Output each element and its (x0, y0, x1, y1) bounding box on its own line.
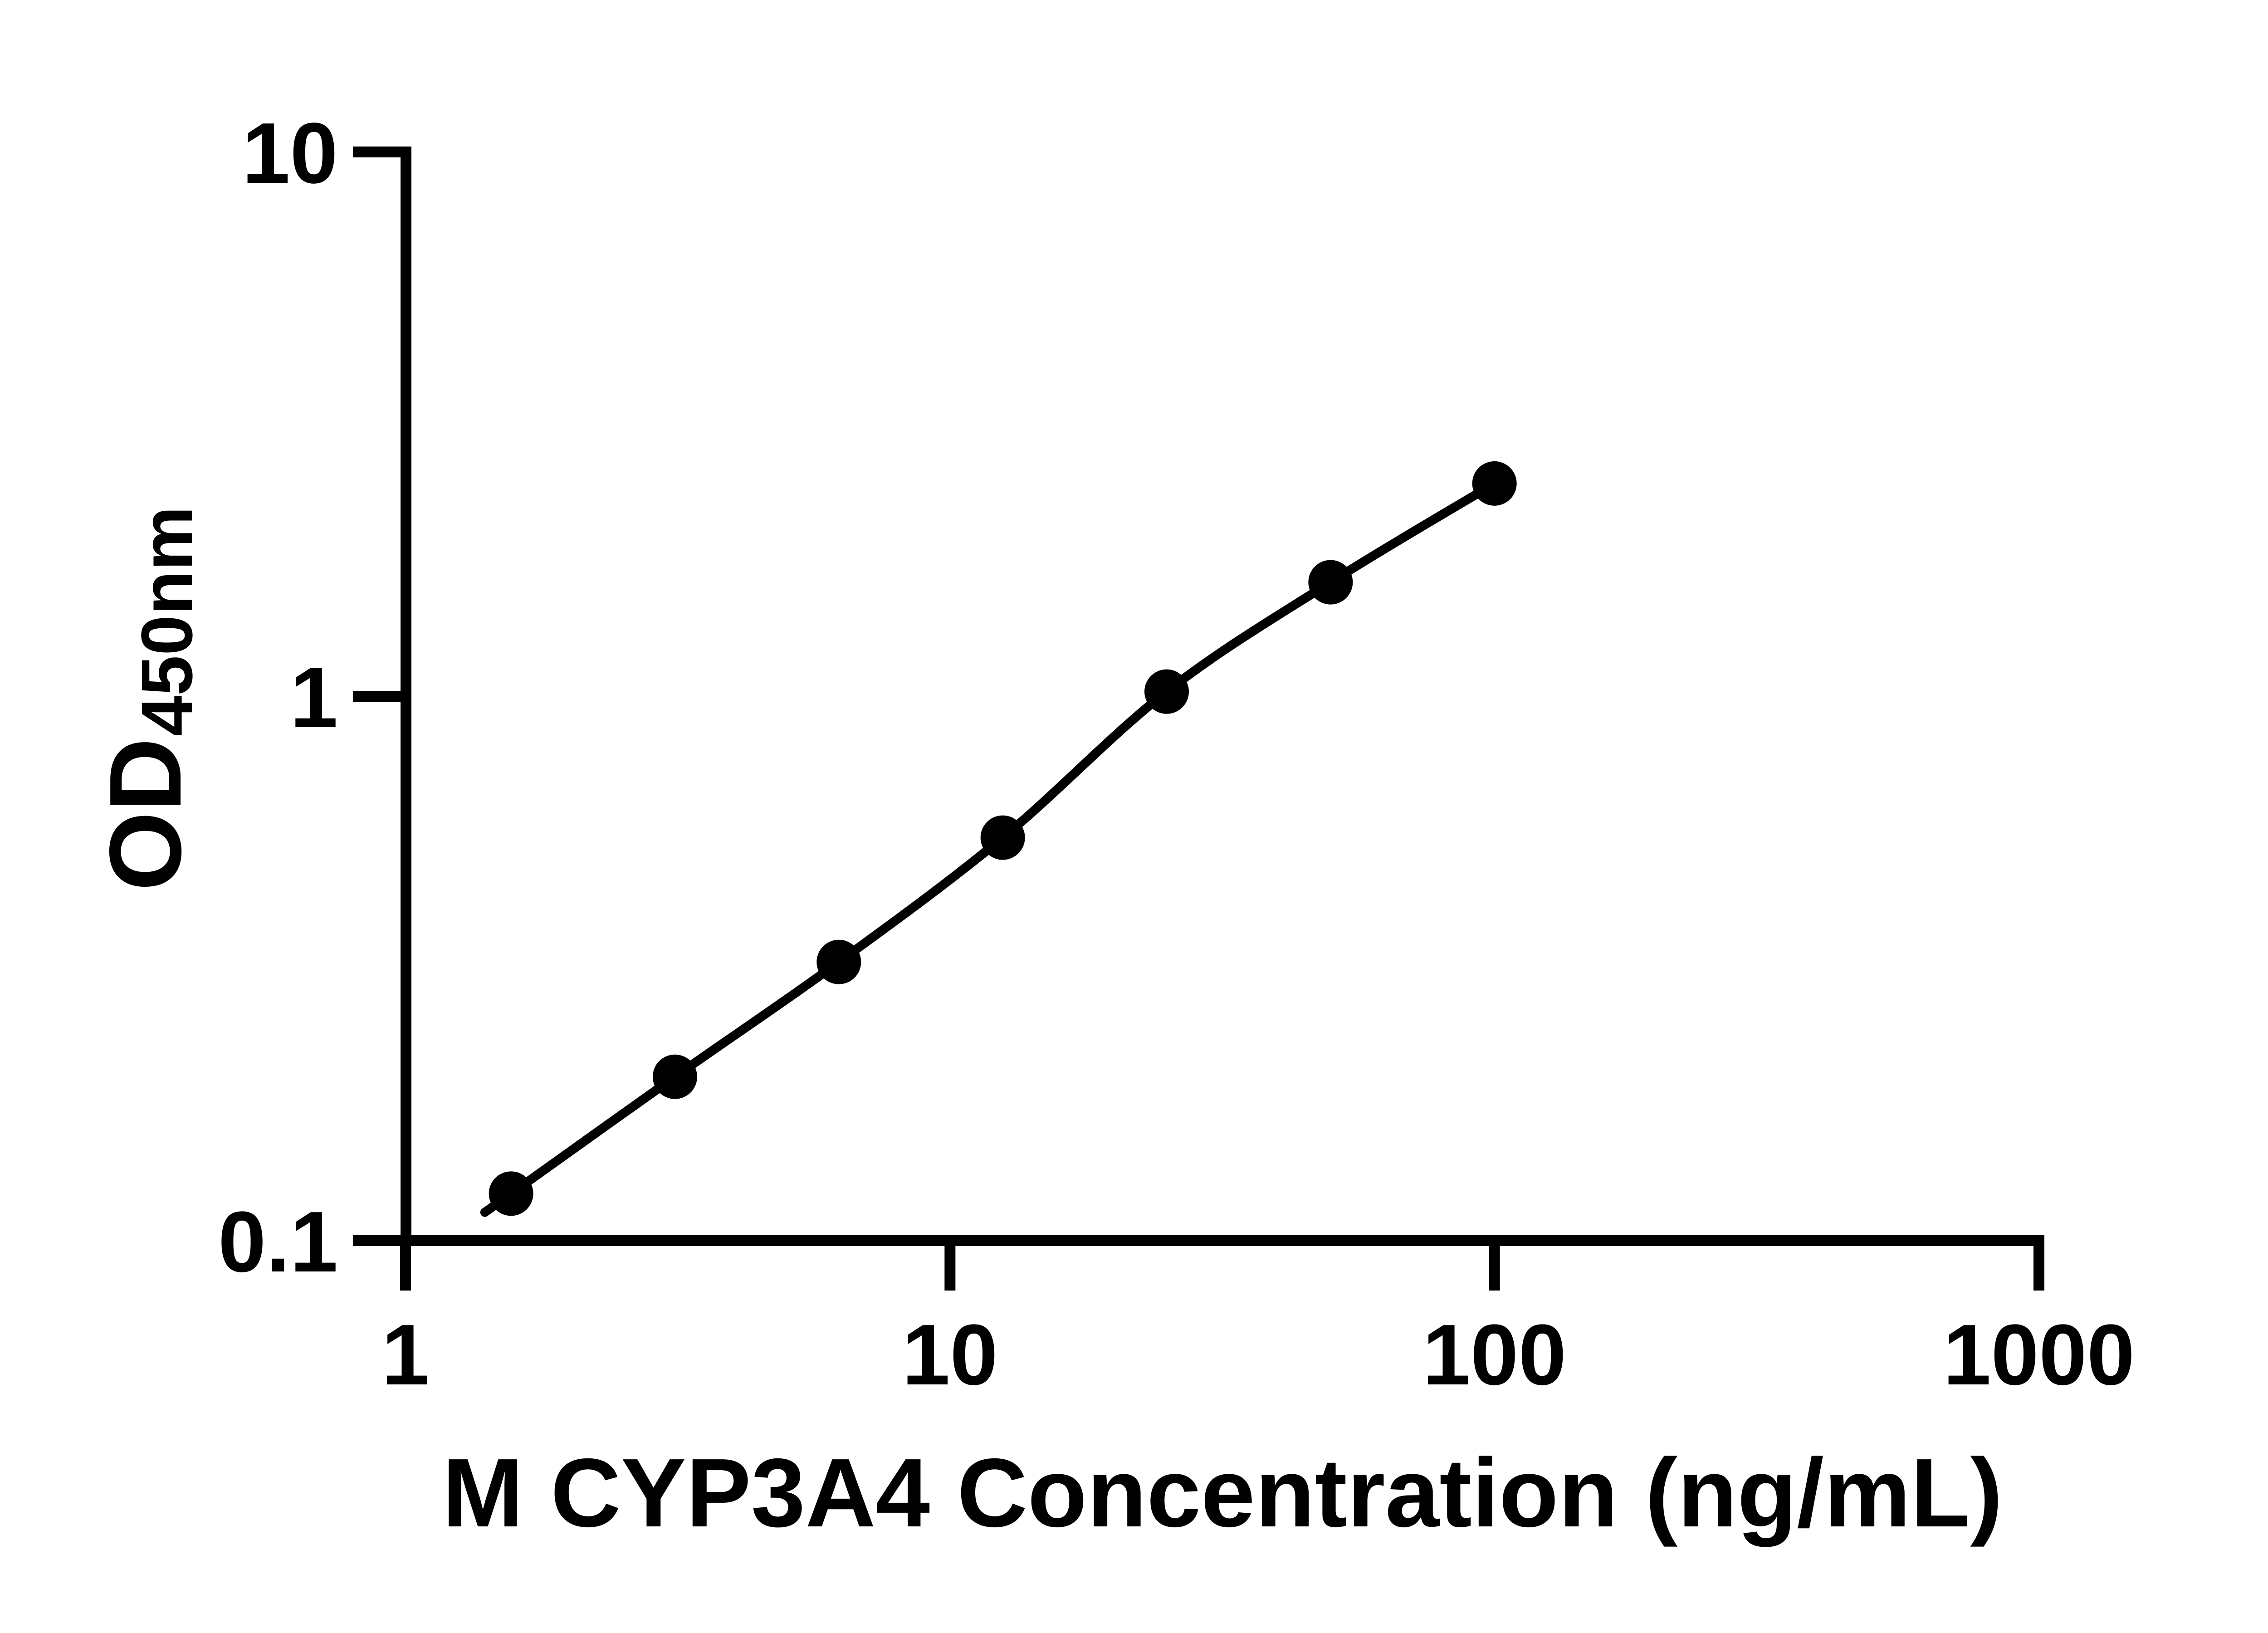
x-tick-label: 100 (1422, 1307, 1566, 1403)
data-point (1144, 669, 1189, 714)
y-axis-title-subscript: 450nm (126, 506, 207, 736)
x-axis-title: M CYP3A4 Concentration (ng/mL) (442, 1438, 2003, 1547)
y-axis-ticks: 0.1 1 10 (218, 105, 406, 1290)
data-point (1308, 560, 1353, 605)
data-point (816, 939, 861, 984)
data-point (1472, 461, 1517, 506)
data-point (489, 1171, 533, 1216)
y-tick-label: 1 (290, 650, 338, 746)
x-axis-ticks: 1 10 100 1000 (381, 1241, 2135, 1403)
x-tick-label: 1 (381, 1307, 430, 1403)
data-point (652, 1054, 697, 1099)
x-tick-label: 1000 (1943, 1307, 2135, 1403)
y-axis-title-main: OD (88, 738, 202, 891)
y-tick-label: 10 (242, 105, 338, 201)
data-point (980, 815, 1025, 860)
data-points (489, 461, 1517, 1216)
axes (401, 147, 2044, 1246)
x-tick-label: 10 (902, 1307, 998, 1403)
y-tick-label: 0.1 (218, 1194, 338, 1290)
y-axis-title: OD 450nm (88, 506, 207, 891)
